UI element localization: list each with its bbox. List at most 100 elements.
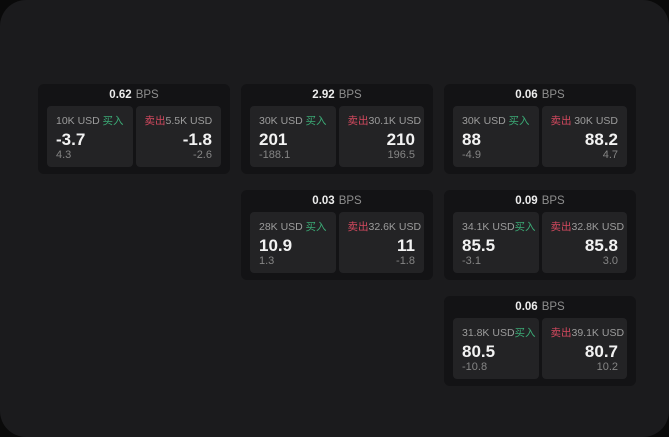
buy-label: 买入 bbox=[102, 115, 124, 127]
bps-unit: BPS bbox=[541, 301, 565, 313]
buy-notional: 30K USD bbox=[462, 115, 506, 127]
bps-value: 0.62 bbox=[109, 89, 132, 101]
sell-price: 85.8 bbox=[584, 236, 618, 255]
buy-delta: -188.1 bbox=[259, 149, 291, 161]
buy-price: 201 bbox=[259, 130, 288, 149]
bps-card: 0.09 BPS 34.1K USD 买入 85.5 -3.1 卖出 32.8K… bbox=[444, 190, 636, 280]
buy-notional: 10K USD bbox=[56, 115, 100, 127]
bps-value: 0.06 bbox=[515, 301, 538, 313]
sell-label: 卖出 bbox=[550, 221, 572, 233]
sell-notional: 5.5K USD bbox=[165, 115, 213, 127]
panel-top-row: 卖出 32.6K USD bbox=[347, 219, 422, 234]
sell-delta: -2.6 bbox=[193, 149, 212, 161]
buy-price: 85.5 bbox=[462, 236, 496, 255]
buy-price: 80.5 bbox=[462, 342, 496, 361]
buy-label: 买入 bbox=[305, 115, 327, 127]
bps-value: 0.03 bbox=[312, 195, 335, 207]
quote-panels: 30K USD 买入 201 -188.1 卖出 30.1K USD 210 1… bbox=[250, 106, 424, 167]
panel-top-row: 10K USD 买入 bbox=[56, 113, 124, 128]
buy-price: 88 bbox=[462, 130, 481, 149]
buy-label: 买入 bbox=[508, 115, 530, 127]
sell-label: 卖出 bbox=[550, 115, 572, 127]
sell-price: 11 bbox=[397, 236, 415, 255]
buy-delta: -10.8 bbox=[462, 361, 488, 373]
sell-price: 88.2 bbox=[584, 130, 618, 149]
panel-top-row: 34.1K USD 买入 bbox=[462, 219, 536, 234]
bps-card: 2.92 BPS 30K USD 买入 201 -188.1 卖出 30.1K … bbox=[241, 84, 433, 174]
panel-top-row: 30K USD 买入 bbox=[259, 113, 327, 128]
buy-delta: 4.3 bbox=[56, 149, 72, 161]
bps-value: 0.09 bbox=[515, 195, 538, 207]
sell-delta: 4.7 bbox=[602, 149, 618, 161]
sell-price: -1.8 bbox=[182, 130, 212, 149]
buy-price: -3.7 bbox=[56, 130, 86, 149]
quote-panels: 34.1K USD 买入 85.5 -3.1 卖出 32.8K USD 85.8… bbox=[453, 212, 627, 273]
panel-top-row: 卖出 32.8K USD bbox=[550, 219, 625, 234]
sell-label: 卖出 bbox=[347, 221, 369, 233]
sell-quote-tile[interactable]: 卖出 30K USD 88.2 4.7 bbox=[541, 106, 627, 167]
panel-top-row: 30K USD 买入 bbox=[462, 113, 530, 128]
buy-notional: 28K USD bbox=[259, 221, 303, 233]
bps-value: 0.06 bbox=[515, 89, 538, 101]
buy-notional: 31.8K USD bbox=[462, 327, 515, 339]
card-header: 0.06 BPS bbox=[444, 84, 636, 106]
buy-notional: 30K USD bbox=[259, 115, 303, 127]
buy-delta: -3.1 bbox=[462, 255, 481, 267]
sell-label: 卖出 bbox=[347, 115, 369, 127]
buy-quote-tile[interactable]: 31.8K USD 买入 80.5 -10.8 bbox=[453, 318, 539, 379]
buy-notional: 34.1K USD bbox=[462, 221, 515, 233]
buy-label: 买入 bbox=[305, 221, 327, 233]
bps-value: 2.92 bbox=[312, 89, 335, 101]
sell-delta: 10.2 bbox=[596, 361, 618, 373]
sell-quote-tile[interactable]: 卖出 39.1K USD 80.7 10.2 bbox=[541, 318, 627, 379]
sell-delta: 196.5 bbox=[387, 149, 415, 161]
sell-notional: 32.8K USD bbox=[571, 221, 625, 233]
quote-panels: 10K USD 买入 -3.7 4.3 卖出 5.5K USD -1.8 -2.… bbox=[47, 106, 221, 167]
bps-card: 0.06 BPS 31.8K USD 买入 80.5 -10.8 卖出 39.1… bbox=[444, 296, 636, 386]
sell-quote-tile[interactable]: 卖出 32.6K USD 11 -1.8 bbox=[338, 212, 424, 273]
sell-delta: 3.0 bbox=[602, 255, 618, 267]
bps-card: 0.03 BPS 28K USD 买入 10.9 1.3 卖出 32.6K US… bbox=[241, 190, 433, 280]
bps-unit: BPS bbox=[541, 89, 565, 101]
bps-card: 0.06 BPS 30K USD 买入 88 -4.9 卖出 30K USD bbox=[444, 84, 636, 174]
sell-label: 卖出 bbox=[550, 327, 572, 339]
sell-price: 210 bbox=[386, 130, 415, 149]
panel-top-row: 卖出 30.1K USD bbox=[347, 113, 422, 128]
buy-quote-tile[interactable]: 10K USD 买入 -3.7 4.3 bbox=[47, 106, 133, 167]
sell-label: 卖出 bbox=[144, 115, 166, 127]
panel-top-row: 28K USD 买入 bbox=[259, 219, 327, 234]
quote-cards-grid: 0.62 BPS 10K USD 买入 -3.7 4.3 卖出 5.5K USD bbox=[38, 84, 636, 386]
bps-unit: BPS bbox=[338, 195, 362, 207]
quote-panels: 31.8K USD 买入 80.5 -10.8 卖出 39.1K USD 80.… bbox=[453, 318, 627, 379]
sell-price: 80.7 bbox=[584, 342, 618, 361]
sell-quote-tile[interactable]: 卖出 32.8K USD 85.8 3.0 bbox=[541, 212, 627, 273]
card-header: 0.09 BPS bbox=[444, 190, 636, 212]
panel-top-row: 卖出 39.1K USD bbox=[550, 325, 625, 340]
buy-quote-tile[interactable]: 30K USD 买入 201 -188.1 bbox=[250, 106, 336, 167]
buy-quote-tile[interactable]: 30K USD 买入 88 -4.9 bbox=[453, 106, 539, 167]
sell-notional: 30.1K USD bbox=[368, 115, 422, 127]
sell-quote-tile[interactable]: 卖出 30.1K USD 210 196.5 bbox=[338, 106, 424, 167]
buy-delta: -4.9 bbox=[462, 149, 481, 161]
sell-notional: 32.6K USD bbox=[368, 221, 422, 233]
bps-unit: BPS bbox=[338, 89, 362, 101]
sell-quote-tile[interactable]: 卖出 5.5K USD -1.8 -2.6 bbox=[135, 106, 221, 167]
panel-top-row: 31.8K USD 买入 bbox=[462, 325, 536, 340]
panel-top-row: 卖出 5.5K USD bbox=[145, 113, 213, 128]
buy-quote-tile[interactable]: 28K USD 买入 10.9 1.3 bbox=[250, 212, 336, 273]
buy-price: 10.9 bbox=[259, 236, 293, 255]
sell-delta: -1.8 bbox=[396, 255, 415, 267]
buy-label: 买入 bbox=[514, 221, 536, 233]
card-header: 0.03 BPS bbox=[241, 190, 433, 212]
card-header: 0.06 BPS bbox=[444, 296, 636, 318]
bps-unit: BPS bbox=[541, 195, 565, 207]
card-header: 2.92 BPS bbox=[241, 84, 433, 106]
buy-quote-tile[interactable]: 34.1K USD 买入 85.5 -3.1 bbox=[453, 212, 539, 273]
sell-notional: 39.1K USD bbox=[571, 327, 625, 339]
quote-panels: 30K USD 买入 88 -4.9 卖出 30K USD 88.2 4.7 bbox=[453, 106, 627, 167]
sell-notional: 30K USD bbox=[574, 115, 618, 127]
buy-label: 买入 bbox=[514, 327, 536, 339]
quote-panels: 28K USD 买入 10.9 1.3 卖出 32.6K USD 11 -1.8 bbox=[250, 212, 424, 273]
bps-card: 0.62 BPS 10K USD 买入 -3.7 4.3 卖出 5.5K USD bbox=[38, 84, 230, 174]
